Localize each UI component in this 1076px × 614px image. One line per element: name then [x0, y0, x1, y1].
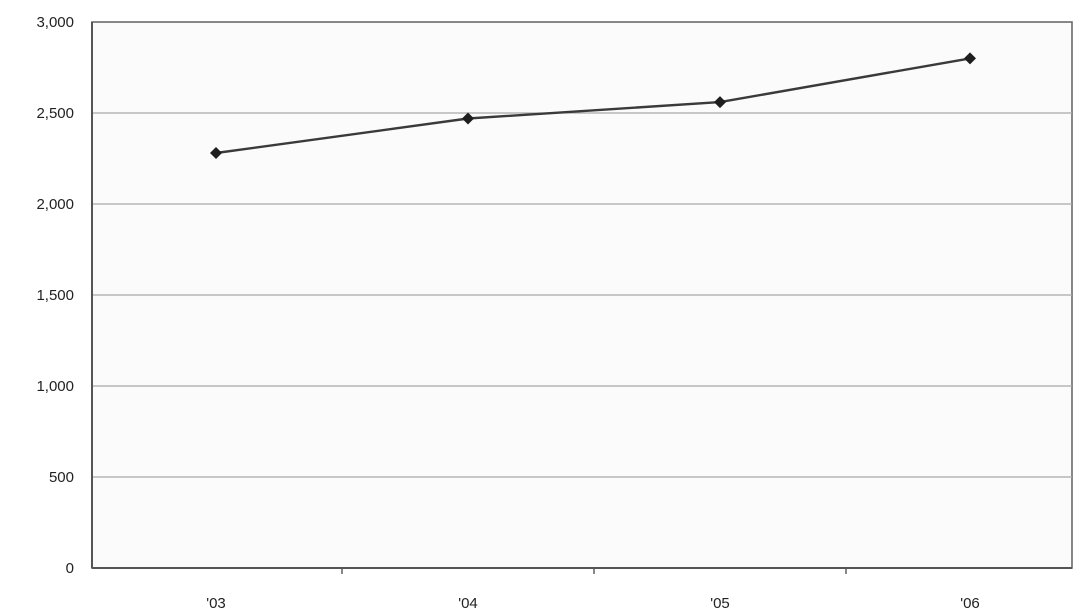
axes	[91, 22, 1072, 574]
gridlines	[92, 112, 1072, 478]
series-layer	[210, 52, 976, 160]
x-tick-label: '06	[960, 595, 980, 612]
y-tick-label: 1,500	[36, 287, 74, 304]
y-tick-label: 1,000	[36, 378, 74, 395]
data-point-marker	[210, 147, 222, 160]
y-tick-label: 2,500	[36, 105, 74, 122]
y-tick-label: 500	[49, 469, 74, 486]
y-axis-tick-labels: 0 500 1,000 1,500 2,000 2,500 3,000	[36, 14, 74, 577]
x-tick-label: '03	[206, 595, 226, 612]
y-tick-label: 3,000	[36, 14, 74, 31]
data-point-marker	[964, 52, 976, 65]
x-tick-label: '05	[710, 595, 730, 612]
y-tick-label: 0	[66, 560, 74, 577]
data-point-marker	[714, 96, 726, 109]
x-tick-label: '04	[458, 595, 478, 612]
x-axis-tick-labels: '03 '04 '05 '06	[206, 595, 980, 612]
series-line-0	[215, 57, 971, 155]
y-tick-label: 2,000	[36, 196, 74, 213]
data-point-marker	[462, 112, 474, 125]
